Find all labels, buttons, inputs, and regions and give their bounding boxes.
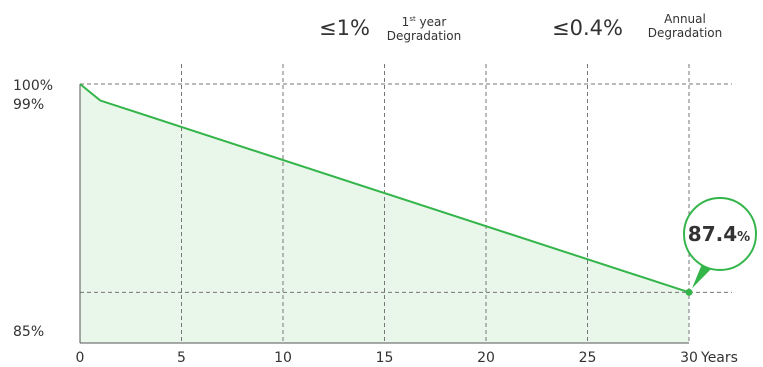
callout-value-text: 87.4% xyxy=(688,222,750,246)
x-tick-label-10: 10 xyxy=(274,350,292,366)
y-tick-label-85: 85% xyxy=(13,324,44,340)
callout-unit: % xyxy=(737,230,750,245)
annual-degradation-value: ≤0.4% xyxy=(552,16,623,40)
first-year-ordinal: 1st xyxy=(401,15,416,29)
callout-pointer xyxy=(692,264,712,289)
first-year-label-line2: Degradation xyxy=(386,29,462,43)
callout-value: 87.4 xyxy=(688,222,737,246)
x-tick-label-0: 0 xyxy=(76,350,85,366)
annual-label-line1: Annual xyxy=(664,12,706,26)
first-year-degradation-label: 1st year Degradation xyxy=(380,12,468,43)
annual-label-line2: Degradation xyxy=(647,26,723,40)
x-tick-label-20: 20 xyxy=(477,350,495,366)
first-year-word: year xyxy=(419,15,447,29)
series-line xyxy=(79,83,690,294)
x-tick-label-30: 30 xyxy=(680,350,698,366)
x-axis-unit: Years xyxy=(700,350,738,366)
first-year-degradation-value: ≤1% xyxy=(319,16,370,40)
annual-degradation-label: Annual Degradation xyxy=(640,12,730,40)
y-tick-label-100: 100% xyxy=(13,78,53,94)
callout-bubble xyxy=(683,197,757,271)
y-tick-label-99: 99% xyxy=(13,97,44,113)
data-point-2 xyxy=(685,288,693,296)
x-tick-label-5: 5 xyxy=(177,350,186,366)
x-tick-label-15: 15 xyxy=(376,350,394,366)
x-tick-label-25: 25 xyxy=(579,350,597,366)
